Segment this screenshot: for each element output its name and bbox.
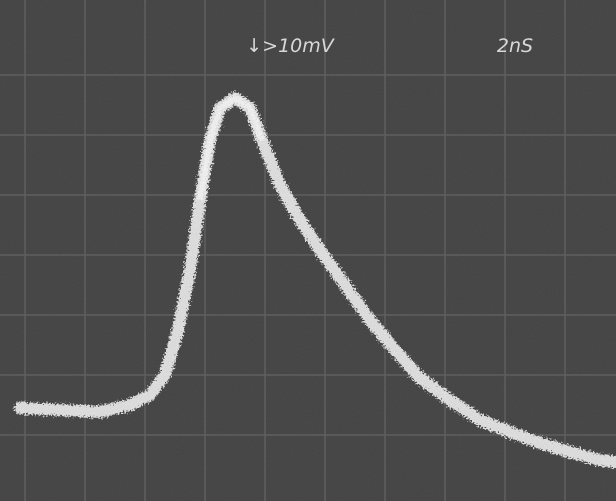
time-scale-label: 2nS xyxy=(497,35,533,57)
vertical-scale-label: ↓>10mV xyxy=(246,35,336,57)
oscilloscope-photo: ↓>10mV 2nS xyxy=(0,0,616,501)
screen xyxy=(0,0,616,501)
